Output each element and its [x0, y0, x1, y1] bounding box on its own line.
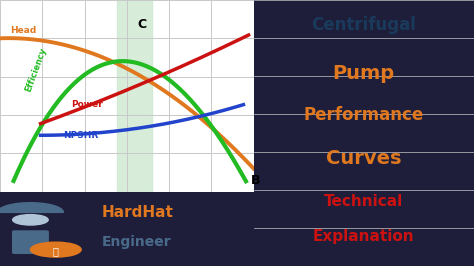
Text: Centrifugal: Centrifugal	[311, 16, 416, 34]
Text: Performance: Performance	[304, 106, 424, 124]
FancyBboxPatch shape	[13, 231, 48, 253]
Text: Pump: Pump	[333, 64, 395, 83]
Text: Engineer: Engineer	[101, 235, 171, 249]
Text: Technical: Technical	[324, 194, 403, 209]
Circle shape	[13, 215, 48, 225]
Text: Head: Head	[10, 26, 36, 35]
Text: Curves: Curves	[326, 149, 401, 168]
Circle shape	[30, 242, 81, 257]
Text: B: B	[251, 173, 261, 186]
Text: Efficiency: Efficiency	[24, 46, 48, 93]
Text: HardHat: HardHat	[101, 205, 173, 220]
Text: Power: Power	[71, 100, 103, 109]
Wedge shape	[0, 203, 64, 212]
Text: C: C	[137, 18, 146, 31]
Text: NPSHR: NPSHR	[64, 131, 99, 140]
Text: 🔥: 🔥	[53, 246, 59, 256]
Bar	[117, 0, 152, 192]
Text: Explanation: Explanation	[313, 229, 415, 244]
